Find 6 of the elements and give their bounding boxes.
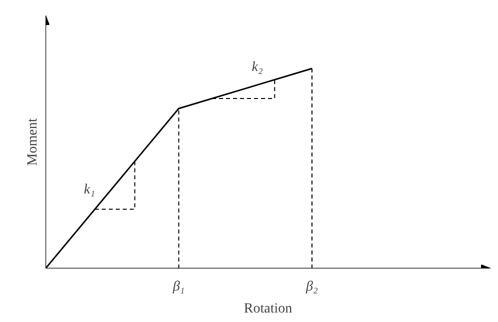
annotation: k₂ bbox=[252, 60, 264, 76]
y-axis-title: Moment bbox=[26, 118, 40, 166]
x-tick-label: β₁ bbox=[172, 280, 185, 294]
x-axis-title: Rotation bbox=[244, 302, 292, 316]
x-tick-label: β₂ bbox=[305, 280, 318, 294]
annotation: k₁ bbox=[84, 182, 96, 198]
